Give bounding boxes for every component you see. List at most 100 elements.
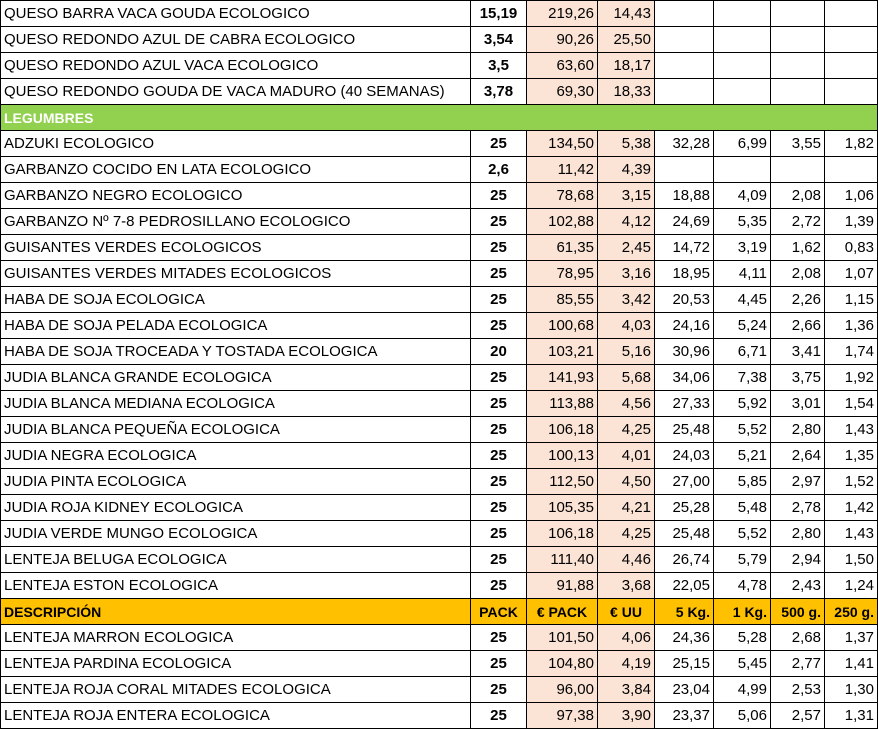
price-500g-cell[interactable]: 2,72: [770, 208, 825, 235]
price-500g-cell[interactable]: 3,75: [770, 364, 825, 391]
product-name-cell[interactable]: QUESO REDONDO AZUL DE CABRA ECOLOGICO: [0, 26, 471, 53]
price-1kg-cell[interactable]: 5,52: [713, 520, 771, 547]
product-name-cell[interactable]: LENTEJA MARRON ECOLOGICA: [0, 624, 471, 651]
price-5kg-cell[interactable]: 24,16: [654, 312, 714, 339]
pack-size-cell[interactable]: 25: [470, 234, 527, 261]
price-1kg-cell[interactable]: 5,52: [713, 416, 771, 443]
product-name-cell[interactable]: LENTEJA PARDINA ECOLOGICA: [0, 650, 471, 677]
price-per-pack-cell[interactable]: 90,26: [526, 26, 598, 53]
product-name-cell[interactable]: HABA DE SOJA PELADA ECOLOGICA: [0, 312, 471, 339]
product-name-cell[interactable]: GARBANZO NEGRO ECOLOGICO: [0, 182, 471, 209]
product-name-cell[interactable]: HABA DE SOJA ECOLOGICA: [0, 286, 471, 313]
price-250g-cell[interactable]: 1,06: [824, 182, 878, 209]
price-per-pack-cell[interactable]: 134,50: [526, 130, 598, 157]
price-250g-cell[interactable]: [824, 78, 878, 105]
pack-size-cell[interactable]: 25: [470, 364, 527, 391]
price-250g-cell[interactable]: 1,35: [824, 442, 878, 469]
price-500g-cell[interactable]: 3,01: [770, 390, 825, 417]
product-name-cell[interactable]: JUDIA BLANCA PEQUEÑA ECOLOGICA: [0, 416, 471, 443]
price-per-pack-cell[interactable]: 100,68: [526, 312, 598, 339]
price-1kg-cell[interactable]: 4,09: [713, 182, 771, 209]
price-500g-cell[interactable]: 2,43: [770, 572, 825, 599]
price-per-pack-cell[interactable]: 78,95: [526, 260, 598, 287]
price-1kg-cell[interactable]: 6,71: [713, 338, 771, 365]
pack-size-cell[interactable]: 2,6: [470, 156, 527, 183]
price-500g-cell[interactable]: 2,97: [770, 468, 825, 495]
product-name-cell[interactable]: JUDIA NEGRA ECOLOGICA: [0, 442, 471, 469]
price-500g-cell[interactable]: 2,68: [770, 624, 825, 651]
price-250g-cell[interactable]: 1,52: [824, 468, 878, 495]
price-1kg-cell[interactable]: 4,99: [713, 676, 771, 703]
price-per-pack-cell[interactable]: 11,42: [526, 156, 598, 183]
price-250g-cell[interactable]: [824, 52, 878, 79]
price-1kg-cell[interactable]: 5,79: [713, 546, 771, 573]
price-per-unit-cell[interactable]: 3,16: [597, 260, 655, 287]
product-name-cell[interactable]: JUDIA BLANCA GRANDE ECOLOGICA: [0, 364, 471, 391]
price-1kg-cell[interactable]: 5,28: [713, 624, 771, 651]
pack-size-cell[interactable]: 25: [470, 286, 527, 313]
price-5kg-cell[interactable]: 23,37: [654, 702, 714, 729]
price-5kg-cell[interactable]: 25,48: [654, 416, 714, 443]
price-5kg-cell[interactable]: 24,69: [654, 208, 714, 235]
price-1kg-cell[interactable]: 4,78: [713, 572, 771, 599]
price-per-pack-cell[interactable]: 106,18: [526, 416, 598, 443]
price-500g-cell[interactable]: 2,64: [770, 442, 825, 469]
price-250g-cell[interactable]: 1,43: [824, 520, 878, 547]
price-1kg-cell[interactable]: [713, 52, 771, 79]
price-5kg-cell[interactable]: [654, 156, 714, 183]
price-per-unit-cell[interactable]: 3,42: [597, 286, 655, 313]
price-per-unit-cell[interactable]: 4,25: [597, 416, 655, 443]
price-per-unit-cell[interactable]: 4,12: [597, 208, 655, 235]
price-per-pack-cell[interactable]: 85,55: [526, 286, 598, 313]
price-per-pack-cell[interactable]: 101,50: [526, 624, 598, 651]
product-name-cell[interactable]: LENTEJA ESTON ECOLOGICA: [0, 572, 471, 599]
product-name-cell[interactable]: QUESO REDONDO GOUDA DE VACA MADURO (40 S…: [0, 78, 471, 105]
price-1kg-cell[interactable]: 5,85: [713, 468, 771, 495]
price-1kg-cell[interactable]: 4,45: [713, 286, 771, 313]
price-per-unit-cell[interactable]: 25,50: [597, 26, 655, 53]
price-250g-cell[interactable]: 0,83: [824, 234, 878, 261]
pack-size-cell[interactable]: 15,19: [470, 0, 527, 27]
price-per-pack-cell[interactable]: 141,93: [526, 364, 598, 391]
price-5kg-cell[interactable]: 25,48: [654, 520, 714, 547]
price-per-pack-cell[interactable]: 102,88: [526, 208, 598, 235]
price-1kg-cell[interactable]: [713, 26, 771, 53]
pack-size-cell[interactable]: 25: [470, 208, 527, 235]
price-per-unit-cell[interactable]: 3,84: [597, 676, 655, 703]
price-250g-cell[interactable]: 1,15: [824, 286, 878, 313]
price-500g-cell[interactable]: [770, 52, 825, 79]
price-5kg-cell[interactable]: 34,06: [654, 364, 714, 391]
price-250g-cell[interactable]: 1,74: [824, 338, 878, 365]
pack-size-cell[interactable]: 25: [470, 572, 527, 599]
price-per-pack-cell[interactable]: 112,50: [526, 468, 598, 495]
price-per-unit-cell[interactable]: 3,15: [597, 182, 655, 209]
pack-size-cell[interactable]: 20: [470, 338, 527, 365]
price-per-unit-cell[interactable]: 5,68: [597, 364, 655, 391]
pack-size-cell[interactable]: 25: [470, 442, 527, 469]
price-500g-cell[interactable]: 2,80: [770, 416, 825, 443]
price-250g-cell[interactable]: 1,24: [824, 572, 878, 599]
price-250g-cell[interactable]: 1,42: [824, 494, 878, 521]
price-500g-cell[interactable]: 2,78: [770, 494, 825, 521]
product-name-cell[interactable]: GUISANTES VERDES MITADES ECOLOGICOS: [0, 260, 471, 287]
price-1kg-cell[interactable]: 4,11: [713, 260, 771, 287]
pack-size-cell[interactable]: 25: [470, 624, 527, 651]
price-250g-cell[interactable]: 1,37: [824, 624, 878, 651]
price-5kg-cell[interactable]: 22,05: [654, 572, 714, 599]
price-250g-cell[interactable]: 1,30: [824, 676, 878, 703]
price-per-unit-cell[interactable]: 4,01: [597, 442, 655, 469]
product-name-cell[interactable]: JUDIA VERDE MUNGO ECOLOGICA: [0, 520, 471, 547]
price-5kg-cell[interactable]: 30,96: [654, 338, 714, 365]
price-250g-cell[interactable]: [824, 156, 878, 183]
price-per-unit-cell[interactable]: 2,45: [597, 234, 655, 261]
product-name-cell[interactable]: ADZUKI ECOLOGICO: [0, 130, 471, 157]
price-5kg-cell[interactable]: 25,15: [654, 650, 714, 677]
price-1kg-cell[interactable]: 5,24: [713, 312, 771, 339]
price-500g-cell[interactable]: 2,53: [770, 676, 825, 703]
price-1kg-cell[interactable]: 5,48: [713, 494, 771, 521]
price-1kg-cell[interactable]: 5,35: [713, 208, 771, 235]
price-1kg-cell[interactable]: [713, 78, 771, 105]
price-per-pack-cell[interactable]: 61,35: [526, 234, 598, 261]
price-per-unit-cell[interactable]: 3,68: [597, 572, 655, 599]
price-5kg-cell[interactable]: 24,36: [654, 624, 714, 651]
